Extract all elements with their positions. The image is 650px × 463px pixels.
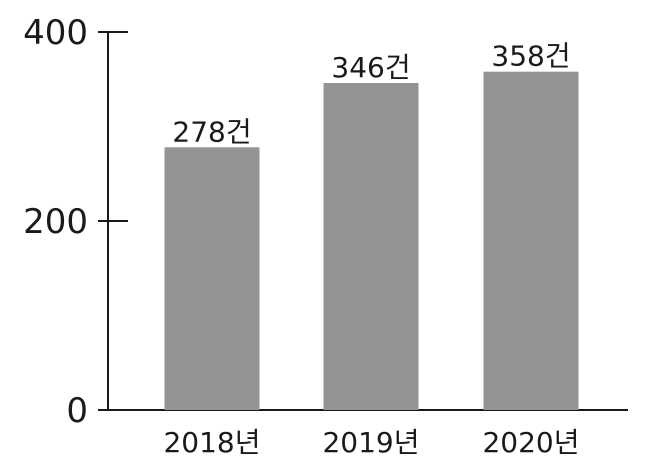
- y-tick-label: 400: [23, 13, 88, 53]
- bars: [164, 71, 579, 411]
- x-tick-label: 2018년: [163, 426, 260, 459]
- data-label: 346건: [331, 51, 410, 84]
- x-tick-label: 2020년: [482, 426, 579, 459]
- bar: [483, 71, 579, 410]
- x-tick-label: 2019년: [322, 426, 419, 459]
- bar: [164, 147, 260, 411]
- y-tick-label: 0: [66, 391, 88, 431]
- bar: [323, 83, 419, 410]
- data-label: 358건: [491, 40, 570, 73]
- labels: 278건 2018년 346건 2019년 358건 2020년: [163, 40, 579, 459]
- y-tick-label: 200: [23, 202, 88, 242]
- data-label: 278건: [172, 115, 251, 148]
